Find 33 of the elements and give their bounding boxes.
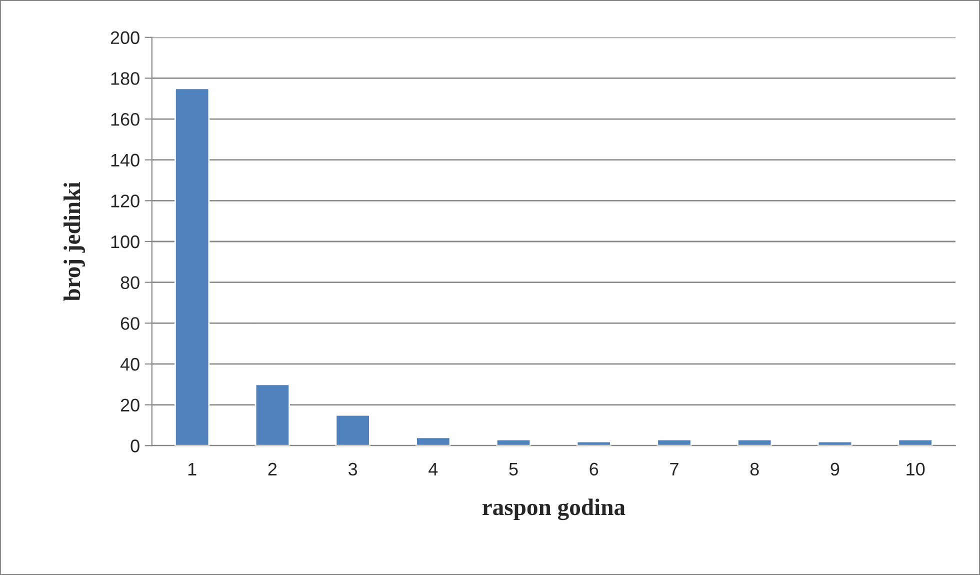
x-tick-label: 1: [188, 462, 196, 476]
bar: [898, 438, 933, 446]
x-tick-label: 2: [268, 462, 277, 476]
bar: [416, 436, 451, 446]
y-tick-label: 0: [130, 440, 140, 452]
bar: [737, 438, 772, 446]
x-tick-label: 9: [830, 462, 840, 476]
x-tick-label: 6: [590, 462, 598, 476]
y-tick-label: 20: [120, 398, 140, 412]
y-axis-title: broj jedinki: [64, 182, 85, 302]
y-tick-label: 160: [111, 112, 140, 126]
bar: [656, 438, 692, 446]
x-tick-label: 8: [750, 462, 759, 476]
y-tick-label: 120: [111, 194, 140, 208]
bar: [254, 384, 290, 446]
y-tick-label: 100: [111, 235, 140, 248]
x-tick-label: 10: [906, 462, 925, 476]
y-tick-label: 180: [111, 72, 140, 85]
y-tick-label: 200: [110, 31, 140, 44]
y-tick-label: 60: [120, 317, 140, 330]
bar: [174, 88, 210, 446]
y-tick-label: 80: [120, 276, 140, 290]
bar: [576, 440, 612, 446]
x-tick-label: 3: [348, 462, 358, 476]
bar: [335, 414, 370, 446]
x-axis-title: raspon godina: [482, 498, 626, 520]
x-tick-label: 5: [509, 462, 518, 476]
bar: [496, 438, 532, 446]
y-tick-label: 40: [120, 358, 140, 371]
x-tick-label: 4: [428, 462, 438, 476]
y-tick-label: 140: [111, 154, 140, 167]
x-tick-label: 7: [670, 462, 678, 476]
bar: [817, 440, 853, 446]
